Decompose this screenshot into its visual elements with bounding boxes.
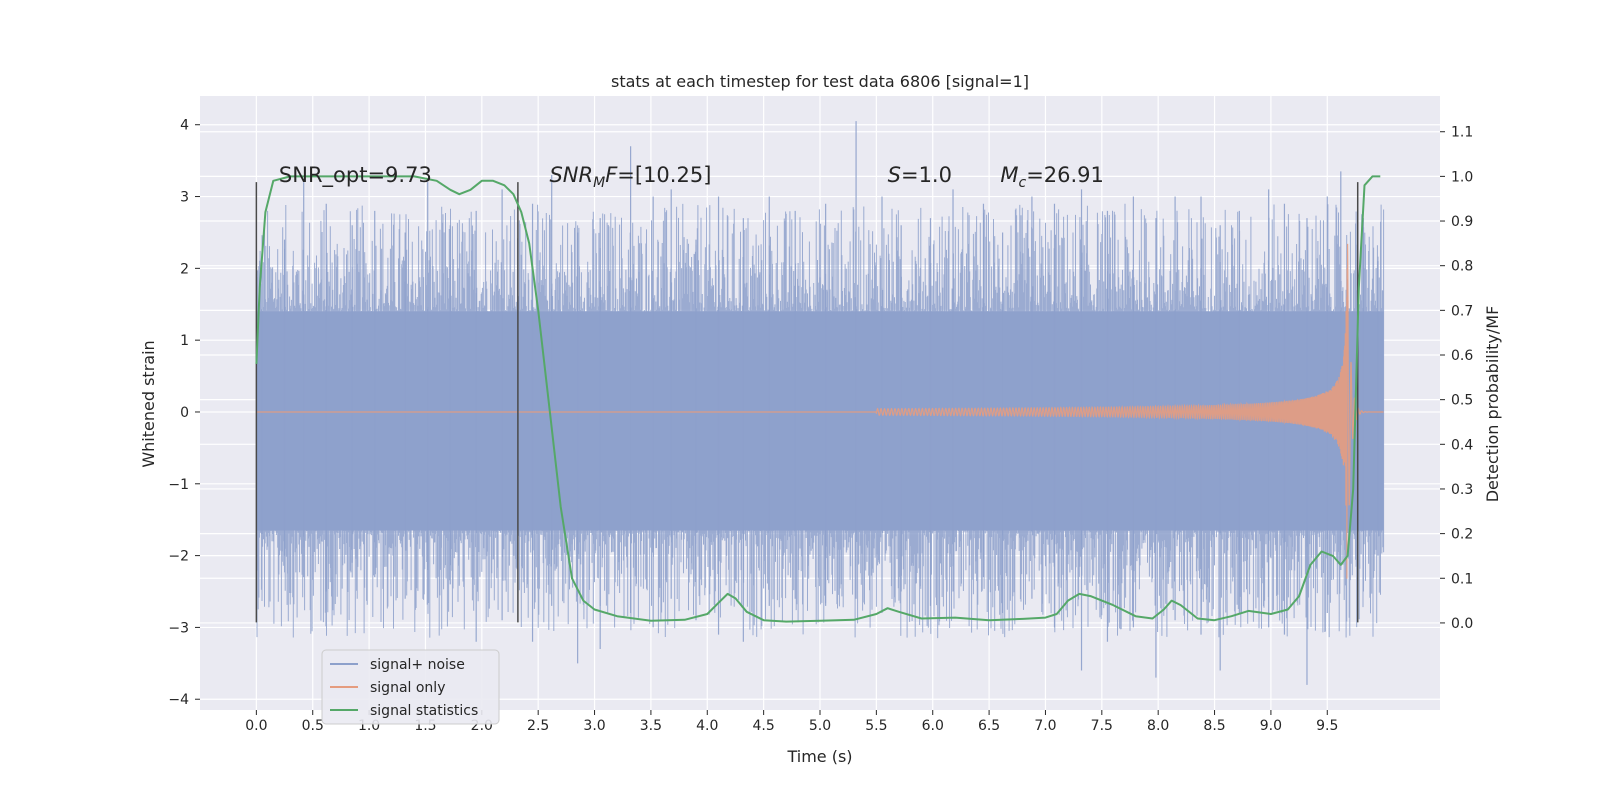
legend-label: signal statistics <box>370 703 478 719</box>
x-tick-label: 0.0 <box>245 718 267 734</box>
x-tick-label: 5.5 <box>865 718 887 734</box>
y-right-tick-label: 0.4 <box>1451 437 1473 453</box>
annotation-snr-opt: SNR_opt=9.73 <box>279 163 432 188</box>
y-right-tick-label: 0.5 <box>1451 393 1473 409</box>
legend-label: signal only <box>370 680 445 696</box>
y-tick-label: 0 <box>180 405 189 421</box>
annotation-s: S=1.0 <box>888 163 952 187</box>
x-tick-label: 8.5 <box>1203 718 1225 734</box>
y-right-tick-label: 0.1 <box>1451 571 1473 587</box>
legend-label: signal+ noise <box>370 657 465 673</box>
x-tick-label: 2.5 <box>527 718 549 734</box>
x-tick-label: 3.0 <box>583 718 605 734</box>
y-axis-label: Whitened strain <box>139 340 158 467</box>
y-right-tick-label: 0.7 <box>1451 303 1473 319</box>
x-tick-label: 6.5 <box>978 718 1000 734</box>
y-tick-label: −1 <box>168 477 189 493</box>
y-tick-label: 4 <box>180 118 189 134</box>
y-right-tick-label: 1.0 <box>1451 169 1473 185</box>
x-tick-label: 8.0 <box>1147 718 1169 734</box>
x-tick-label: 4.0 <box>696 718 718 734</box>
y-right-axis-ticks: 0.0 0.1 0.2 0.3 0.4 0.5 0.6 0.7 0.8 0.9 1.0 1.1 <box>1440 125 1473 632</box>
x-tick-label: 7.5 <box>1091 718 1113 734</box>
signal-noise-series <box>255 121 1385 685</box>
y-tick-label: −4 <box>168 692 189 708</box>
x-tick-label: 5.0 <box>809 718 831 734</box>
annotation-mc: Mc=26.91 <box>1000 163 1104 191</box>
y-tick-label: 1 <box>180 333 189 349</box>
y-right-tick-label: 0.0 <box>1451 616 1473 632</box>
signal-statistics-series <box>255 175 1381 623</box>
y-right-tick-label: 0.8 <box>1451 259 1473 275</box>
x-tick-label: 6.0 <box>922 718 944 734</box>
x-axis-label: Time (s) <box>786 747 852 766</box>
y-axis-ticks: −4 −3 −2 −1 0 1 2 3 4 <box>168 118 200 708</box>
chart-title: stats at each timestep for test data 680… <box>611 72 1029 91</box>
y-tick-label: −2 <box>168 549 189 565</box>
y-right-tick-label: 0.3 <box>1451 482 1473 498</box>
y-right-tick-label: 0.9 <box>1451 214 1473 230</box>
vertical-markers <box>255 182 1359 623</box>
y-right-tick-label: 1.1 <box>1451 125 1473 141</box>
x-tick-label: 9.0 <box>1260 718 1282 734</box>
x-tick-label: 0.5 <box>302 718 324 734</box>
x-tick-label: 9.5 <box>1316 718 1338 734</box>
y-tick-label: −3 <box>168 620 189 636</box>
annotations: SNR_opt=9.73 SNRMF=[10.25] S=1.0 Mc=26.91 <box>279 163 1104 191</box>
x-axis-ticks: 0.0 0.5 1.0 1.5 2.0 2.5 3.0 3.5 4.0 4.5 5.0 5.5 6.0 6… <box>245 710 1338 734</box>
y-right-tick-label: 0.6 <box>1451 348 1473 364</box>
y-right-tick-label: 0.2 <box>1451 527 1473 543</box>
statistics-line <box>255 175 1381 623</box>
noise-band <box>256 311 1384 531</box>
x-tick-label: 4.5 <box>753 718 775 734</box>
legend-box <box>321 649 500 725</box>
x-tick-label: 3.5 <box>640 718 662 734</box>
x-tick-label: 7.0 <box>1034 718 1056 734</box>
y-tick-label: 3 <box>180 190 189 206</box>
annotation-snr-mf: SNRMF=[10.25] <box>549 163 711 191</box>
signal-trace <box>256 243 1384 579</box>
y-right-axis-label: Detection probability/MF <box>1483 306 1502 503</box>
y-tick-label: 2 <box>180 261 189 277</box>
legend: signal+ noise signal only signal statistic… <box>321 649 500 725</box>
signal-only-series <box>256 243 1384 579</box>
